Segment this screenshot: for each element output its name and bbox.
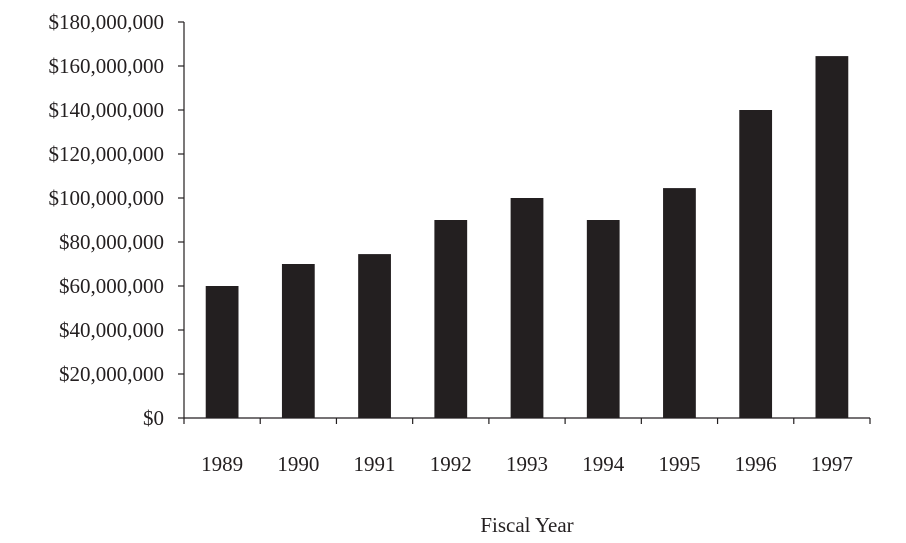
bar-1990 [281, 264, 315, 418]
x-tick-label: 1995 [658, 452, 700, 476]
bar-1996 [739, 110, 773, 418]
y-tick-label: $100,000,000 [49, 186, 165, 210]
x-tick-label: 1989 [201, 452, 243, 476]
x-tick-label: 1993 [506, 452, 548, 476]
y-tick-label: $40,000,000 [59, 318, 164, 342]
y-tick-label: $20,000,000 [59, 362, 164, 386]
x-axis-ticks: 1989 1990 1991 1992 1993 1994 1995 1996 1997 [183, 418, 871, 476]
y-tick-label: $140,000,000 [49, 98, 165, 122]
y-tick-label: $60,000,000 [59, 274, 164, 298]
y-tick-label: $180,000,000 [49, 10, 165, 34]
y-tick-label: $0 [143, 406, 164, 430]
x-tick-label: 1991 [354, 452, 396, 476]
bar-1993 [510, 198, 544, 418]
y-tick-label: $120,000,000 [49, 142, 165, 166]
bar-1995 [663, 188, 696, 418]
bar-1992 [434, 220, 468, 418]
x-tick-label: 1996 [735, 452, 777, 476]
x-tick-label: 1992 [430, 452, 472, 476]
y-tick-label: $80,000,000 [59, 230, 164, 254]
x-axis-title: Fiscal Year [480, 513, 573, 537]
x-tick-label: 1997 [811, 452, 853, 476]
bar-1997 [815, 56, 849, 418]
bar-1989 [205, 286, 239, 418]
y-axis-ticks: $0 $20,000,000 $40,000,000 $60,000,000 $80,0… [49, 10, 184, 430]
bar-1991 [358, 254, 391, 418]
bar-1994 [586, 220, 620, 418]
y-tick-label: $160,000,000 [49, 54, 165, 78]
bars [205, 56, 849, 418]
x-tick-label: 1990 [277, 452, 319, 476]
x-tick-label: 1994 [582, 452, 625, 476]
